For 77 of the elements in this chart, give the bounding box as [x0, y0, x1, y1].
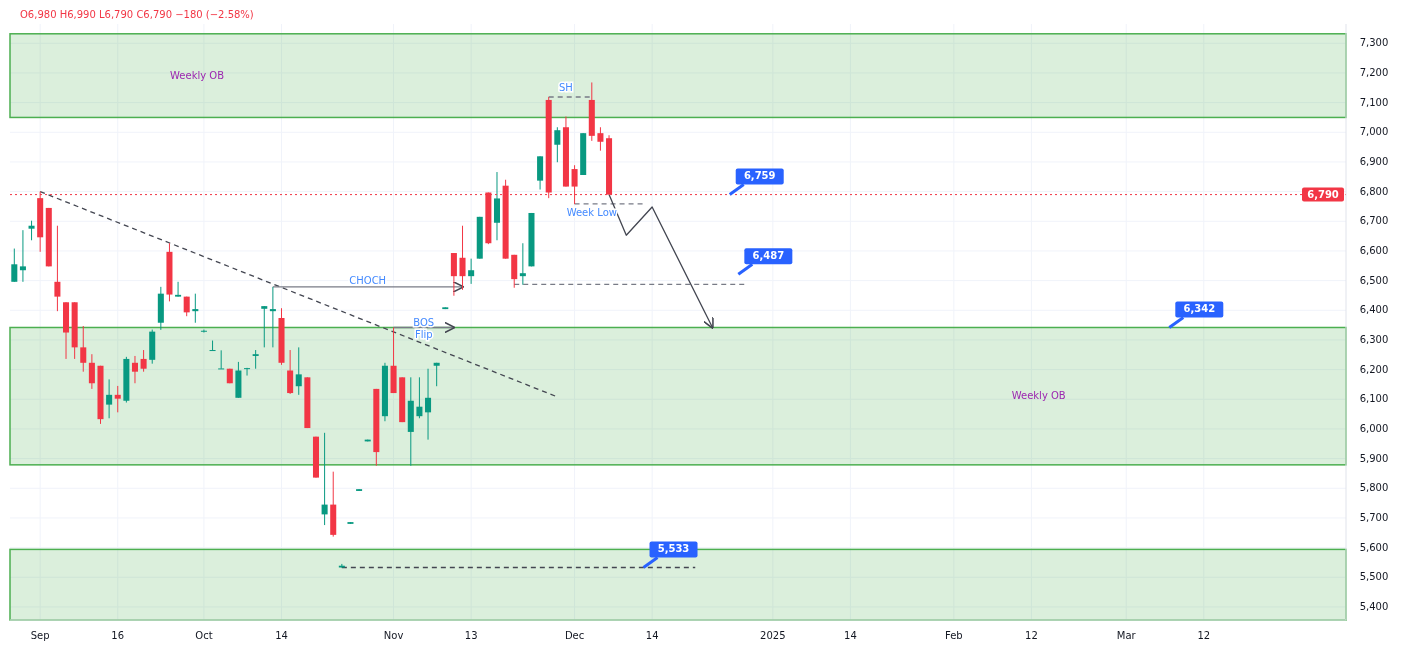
- x-tick-label: Mar: [1116, 630, 1137, 641]
- candlestick: [131, 355, 138, 384]
- candlestick: [287, 349, 294, 395]
- candlestick: [269, 286, 276, 348]
- y-tick-label: 6,100: [1359, 393, 1389, 405]
- x-tick-label: 14: [844, 630, 857, 641]
- candlestick: [88, 353, 95, 390]
- y-tick-label: 6,900: [1359, 155, 1389, 167]
- band-label: Weekly OB: [170, 69, 225, 81]
- annotation: 6,342: [1183, 303, 1216, 315]
- y-tick-label: 7,000: [1359, 126, 1389, 138]
- y-tick-label: 7,100: [1359, 96, 1389, 108]
- y-tick-label: 6,600: [1359, 244, 1389, 256]
- y-tick-label: 5,800: [1359, 482, 1389, 494]
- y-tick-label: 5,700: [1359, 511, 1389, 523]
- annotation: SH: [559, 81, 573, 93]
- candlestick: [554, 126, 561, 163]
- band-label: Weekly OB: [1011, 390, 1066, 402]
- y-tick-label: 6,800: [1359, 185, 1389, 197]
- y-tick-label: 6,200: [1359, 363, 1389, 375]
- y-tick-label: 6,000: [1359, 422, 1389, 434]
- candlestick: [54, 225, 61, 312]
- x-tick-label: Oct: [195, 630, 213, 641]
- candlestick: [597, 126, 604, 152]
- candlestick: [416, 376, 423, 419]
- text: O6,980 H6,990 L6,790 C6,790 −180 (−2.58%): [20, 9, 254, 20]
- y-tick-label: 5,900: [1359, 452, 1389, 464]
- candlestick: [519, 242, 526, 286]
- x-tick-label: Feb: [944, 630, 963, 641]
- candlestick: [468, 258, 475, 285]
- x-tick-label: 16: [111, 630, 125, 641]
- x-tick-label: 13: [464, 630, 478, 641]
- candlestick: [209, 340, 216, 352]
- annotation: BOS: [413, 317, 435, 329]
- x-tick-label: 14: [645, 630, 659, 641]
- candlestick: [261, 305, 268, 348]
- y-tick-label: 6,500: [1359, 274, 1389, 286]
- candlestick: [192, 293, 199, 324]
- annotation: CHOCH: [349, 274, 387, 286]
- candlestick: [19, 229, 26, 283]
- y-tick-label: 5,600: [1359, 541, 1389, 553]
- annotation: 6,487: [752, 250, 785, 262]
- candlestick: [114, 385, 121, 413]
- candlestick: [28, 220, 35, 241]
- y-tick-label: 6,300: [1359, 333, 1389, 345]
- candlestick: [459, 225, 466, 291]
- candlestick: [11, 248, 18, 283]
- y-tick-label: 5,400: [1359, 600, 1389, 612]
- x-tick-label: 12: [1025, 630, 1038, 641]
- candlestick: [80, 325, 87, 373]
- x-tick-label: 12: [1197, 630, 1211, 641]
- candlestick: [252, 349, 259, 370]
- candlestick: [140, 349, 147, 373]
- x-tick-label: 2025: [760, 630, 786, 641]
- y-tick-label: 5,500: [1359, 571, 1389, 583]
- x-tick-label: Sep: [30, 630, 50, 641]
- candlestick: [244, 367, 251, 377]
- candlestick: [106, 378, 113, 419]
- candlestick: [425, 368, 432, 441]
- ref-line-label: 6,790: [1307, 188, 1339, 200]
- candlestick: [175, 281, 182, 298]
- x-tick-label: Nov: [383, 630, 404, 641]
- candlestick: [450, 252, 457, 297]
- y-tick-label: 7,300: [1359, 37, 1389, 49]
- candlestick: [321, 432, 328, 526]
- x-tick-label: 14: [275, 630, 288, 641]
- annotation: 6,759: [743, 170, 776, 182]
- candlestick: [218, 349, 225, 370]
- x-tick-label: Dec: [564, 630, 585, 641]
- y-tick-label: 6,400: [1359, 304, 1389, 316]
- candlestick: [295, 346, 302, 396]
- y-tick-label: 7,200: [1359, 66, 1389, 78]
- annotation: Week Low: [566, 206, 617, 218]
- annotation: Flip: [414, 329, 433, 341]
- candlestick: [200, 329, 207, 334]
- y-tick-label: 6,700: [1359, 215, 1389, 227]
- annotation: 5,533: [657, 543, 690, 555]
